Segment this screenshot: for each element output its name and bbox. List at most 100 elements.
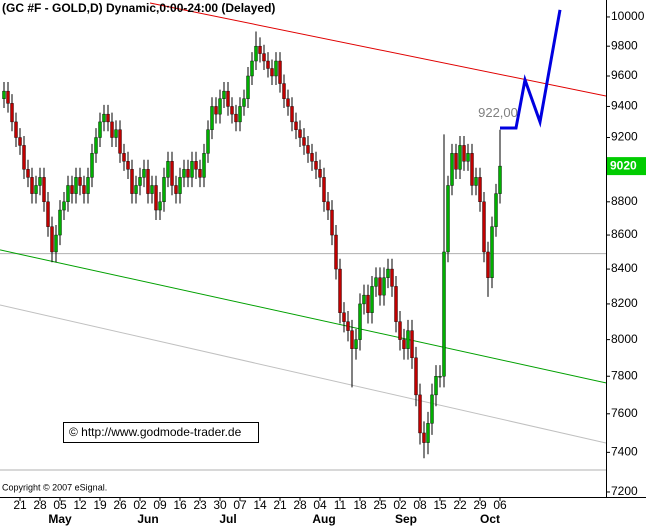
candle-body (2, 90, 6, 99)
x-tick-label: 21 (13, 498, 27, 512)
x-tick-label: 02 (133, 498, 147, 512)
candle-body (194, 161, 198, 170)
candle-body (454, 153, 458, 170)
trendline (0, 304, 606, 444)
candle-body (446, 185, 450, 253)
candle-body (98, 121, 102, 138)
candle-body (150, 185, 154, 194)
x-tick-label: 07 (233, 498, 247, 512)
candle-body (154, 185, 158, 211)
candle-body (46, 201, 50, 227)
candle-body (258, 45, 262, 54)
candle-body (390, 268, 394, 287)
candle-body (310, 153, 314, 162)
candle-body (34, 185, 38, 194)
candle-body (54, 234, 58, 253)
candle-body (350, 330, 354, 349)
candle-body (134, 185, 138, 194)
x-tick-label: 15 (433, 498, 447, 512)
x-tick-label: 23 (193, 498, 207, 512)
candle-body (406, 330, 410, 349)
candle-body (30, 177, 34, 194)
candle-body (326, 201, 330, 211)
annotation: 922,00 (478, 105, 518, 120)
candle-body (286, 98, 290, 107)
candle-body (354, 339, 358, 349)
candle-body (14, 121, 18, 138)
candle-body (414, 357, 418, 396)
x-tick-label: 12 (73, 498, 87, 512)
trendline (0, 249, 606, 384)
last-price-label: 9020 (610, 158, 637, 172)
candle-body (302, 137, 306, 146)
candle-body (230, 106, 234, 115)
candle-body (262, 53, 266, 62)
watermark: © http://www.godmode-trader.de (69, 425, 242, 439)
candle-body (10, 103, 14, 123)
candle-body (466, 153, 470, 162)
last-price-box (607, 157, 646, 176)
candle-body (322, 177, 326, 203)
candle-body (218, 98, 222, 115)
candle-body (42, 177, 46, 203)
candle-body (394, 286, 398, 322)
y-tick-label: 7800 (611, 368, 638, 382)
candle-body (486, 251, 490, 278)
candle-body (482, 201, 486, 253)
x-tick-label: 18 (353, 498, 367, 512)
candle-body (66, 185, 70, 203)
candle-body (122, 153, 126, 162)
x-tick-label: 11 (334, 498, 347, 512)
y-tick-label: 9200 (611, 130, 638, 144)
candle-body (102, 113, 106, 123)
candle-body (62, 201, 66, 211)
month-label: Sep (395, 512, 417, 526)
candle-body (158, 201, 162, 211)
y-tick-label: 8800 (611, 194, 638, 208)
candle-body (130, 169, 134, 194)
x-tick-label: 26 (113, 498, 127, 512)
candle-body (442, 251, 446, 377)
candle-body (90, 153, 94, 178)
candle-body (26, 169, 30, 178)
candle-body (334, 234, 338, 270)
x-tick-label: 21 (273, 498, 287, 512)
plot-area (0, 2, 606, 471)
candle-body (458, 145, 462, 170)
candle-body (294, 121, 298, 130)
candle-body (58, 209, 62, 236)
candle-body (330, 209, 334, 236)
month-label: Oct (480, 512, 500, 526)
candle-body (178, 177, 182, 194)
candle-body (342, 312, 346, 322)
candle-body (338, 268, 342, 313)
y-tick-label: 8400 (611, 261, 638, 275)
candle-body (82, 185, 86, 194)
x-tick-label: 28 (33, 498, 47, 512)
chart-title: (GC #F - GOLD,D) Dynamic,0:00-24:00 (Del… (2, 1, 275, 15)
y-tick-label: 10000 (611, 9, 645, 23)
candle-body (418, 394, 422, 434)
x-tick-label: 09 (153, 498, 167, 512)
y-tick-label: 7400 (611, 445, 638, 459)
candle-body (438, 376, 442, 378)
candle-body (290, 106, 294, 123)
y-tick-label: 8200 (611, 296, 638, 310)
candle-body (226, 90, 230, 107)
candle-body (278, 60, 282, 84)
watermark-box (63, 422, 259, 443)
candle-body (170, 161, 174, 186)
candle-body (490, 226, 494, 278)
candle-body (398, 321, 402, 340)
candle-body (254, 45, 258, 62)
candle-body (142, 169, 146, 178)
candle-body (402, 339, 406, 349)
copyright: Copyright © 2007 eSignal. (2, 482, 107, 492)
candle-body (94, 137, 98, 154)
y-tick-label: 9600 (611, 68, 638, 82)
x-tick-label: 19 (93, 498, 107, 512)
candle-body (86, 177, 90, 194)
candle-body (138, 177, 142, 186)
candle-body (306, 145, 310, 154)
